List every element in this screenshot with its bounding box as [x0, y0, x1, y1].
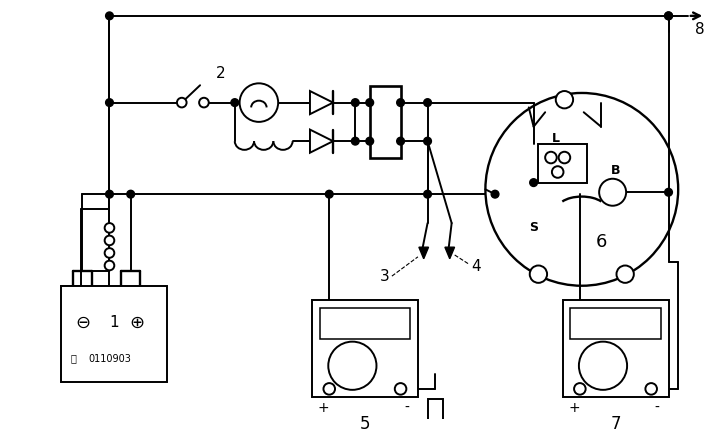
Text: 8: 8 [695, 22, 704, 37]
Text: 0110903: 0110903 [88, 354, 131, 364]
Polygon shape [310, 91, 333, 114]
Text: $\oplus$: $\oplus$ [129, 313, 144, 331]
Circle shape [616, 265, 634, 283]
Bar [571, 308, 660, 339]
Circle shape [579, 342, 627, 390]
Circle shape [104, 248, 115, 258]
Circle shape [665, 12, 672, 20]
Bar [539, 144, 587, 183]
Circle shape [352, 137, 359, 145]
Circle shape [106, 12, 113, 20]
Bar [428, 400, 443, 427]
Circle shape [599, 179, 626, 206]
Circle shape [199, 98, 209, 107]
Circle shape [645, 383, 657, 394]
Circle shape [366, 137, 373, 145]
Circle shape [486, 93, 678, 286]
Circle shape [574, 383, 586, 394]
Circle shape [530, 179, 537, 187]
Circle shape [423, 99, 431, 107]
Bar [370, 86, 401, 158]
Text: 3: 3 [379, 268, 389, 284]
Circle shape [556, 91, 573, 108]
Text: 6: 6 [595, 233, 607, 252]
Circle shape [423, 191, 431, 198]
Text: -: - [404, 401, 409, 415]
Circle shape [552, 166, 563, 178]
Circle shape [106, 191, 113, 198]
Bar [320, 308, 410, 339]
Circle shape [366, 99, 373, 107]
Circle shape [328, 342, 376, 390]
Text: 2: 2 [215, 66, 225, 81]
Circle shape [104, 223, 115, 233]
Circle shape [397, 137, 405, 145]
Circle shape [559, 152, 571, 163]
Circle shape [323, 383, 335, 394]
Circle shape [665, 12, 672, 20]
Circle shape [104, 236, 115, 245]
Circle shape [104, 261, 115, 270]
Circle shape [665, 188, 672, 196]
Text: S: S [529, 221, 538, 234]
Text: 5: 5 [360, 414, 370, 433]
Circle shape [352, 99, 359, 107]
Polygon shape [445, 247, 455, 259]
Bar [563, 300, 668, 397]
Circle shape [127, 191, 135, 198]
Text: +: + [568, 401, 580, 415]
Circle shape [397, 99, 405, 107]
Circle shape [177, 98, 186, 107]
Text: B: B [610, 164, 621, 177]
Circle shape [423, 137, 431, 145]
Circle shape [326, 191, 333, 198]
Circle shape [106, 99, 113, 107]
Circle shape [231, 99, 239, 107]
Circle shape [491, 191, 499, 198]
Text: 7: 7 [610, 414, 621, 433]
Text: 🚗: 🚗 [71, 353, 77, 363]
Text: $\ominus$: $\ominus$ [75, 313, 90, 331]
Text: +: + [318, 401, 329, 415]
Circle shape [395, 383, 406, 394]
Text: L: L [552, 132, 560, 145]
Circle shape [530, 265, 547, 283]
Text: -: - [655, 401, 660, 415]
Bar [312, 300, 418, 397]
Circle shape [239, 83, 278, 122]
Polygon shape [310, 129, 333, 153]
Text: 1: 1 [109, 315, 119, 330]
Bar [62, 286, 167, 382]
Polygon shape [419, 247, 428, 259]
Circle shape [545, 152, 557, 163]
Text: 4: 4 [471, 259, 481, 274]
